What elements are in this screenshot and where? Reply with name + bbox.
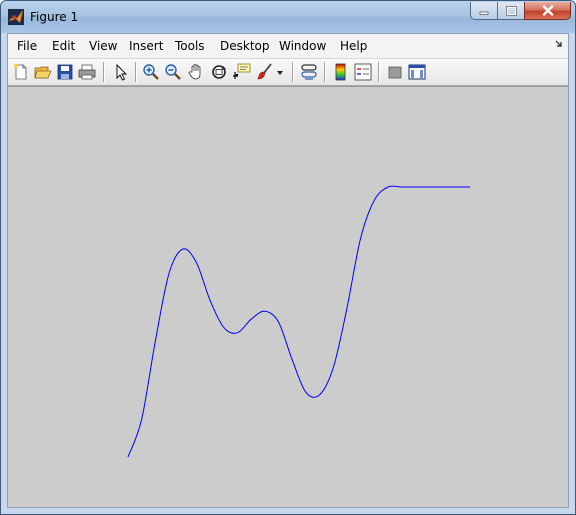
toolbar-separator: [135, 62, 137, 82]
toolbar-separator: [324, 62, 326, 82]
toolbar-separator: [103, 62, 105, 82]
print-icon[interactable]: [78, 63, 96, 81]
maximize-icon: [505, 1, 517, 20]
maximize-button[interactable]: [497, 2, 524, 20]
hide-plot-tools-icon[interactable]: [386, 63, 404, 81]
dock-arrow-icon[interactable]: [555, 40, 563, 51]
menu-bar: File Edit View Insert Tools Desktop Wind…: [8, 34, 568, 58]
window-client-area: File Edit View Insert Tools Desktop Wind…: [7, 33, 569, 508]
zoom-in-icon[interactable]: [142, 63, 160, 81]
figure-toolbar: [8, 58, 568, 86]
edit-plot-arrow-icon[interactable]: [112, 63, 130, 81]
matlab-icon: [8, 9, 24, 25]
menu-edit[interactable]: Edit: [52, 39, 76, 53]
figure-canvas[interactable]: [8, 86, 568, 507]
close-button[interactable]: [524, 2, 571, 20]
menu-file[interactable]: File: [17, 39, 38, 53]
minimize-button[interactable]: [470, 2, 497, 20]
menu-view[interactable]: View: [89, 39, 118, 53]
colorbar-icon[interactable]: [332, 63, 350, 81]
close-icon: [542, 1, 554, 20]
brush-icon[interactable]: [256, 63, 274, 81]
link-plot-icon[interactable]: [300, 63, 318, 81]
menu-help[interactable]: Help: [340, 39, 368, 53]
minimize-icon: [479, 1, 489, 20]
menu-window[interactable]: Window: [279, 39, 327, 53]
new-figure-icon[interactable]: [12, 63, 30, 81]
rotate-3d-icon[interactable]: [210, 63, 228, 81]
toolbar-separator: [378, 62, 380, 82]
toolbar-separator: [292, 62, 294, 82]
data-cursor-icon[interactable]: [233, 63, 251, 81]
save-icon[interactable]: [56, 63, 74, 81]
brush-dropdown-icon[interactable]: [276, 63, 284, 81]
caption-buttons: [470, 2, 571, 22]
menu-insert[interactable]: Insert: [129, 39, 164, 53]
window-title: Figure 1: [30, 10, 79, 24]
open-file-icon[interactable]: [34, 63, 52, 81]
series-line: [127, 185, 470, 458]
show-plot-tools-icon[interactable]: [408, 63, 426, 81]
legend-icon[interactable]: [354, 63, 372, 81]
title-bar[interactable]: Figure 1: [1, 1, 575, 33]
pan-hand-icon[interactable]: [187, 63, 205, 81]
zoom-out-icon[interactable]: [164, 63, 182, 81]
plot-svg: [127, 185, 470, 458]
menu-desktop[interactable]: Desktop: [220, 39, 270, 53]
menu-tools[interactable]: Tools: [175, 39, 205, 53]
